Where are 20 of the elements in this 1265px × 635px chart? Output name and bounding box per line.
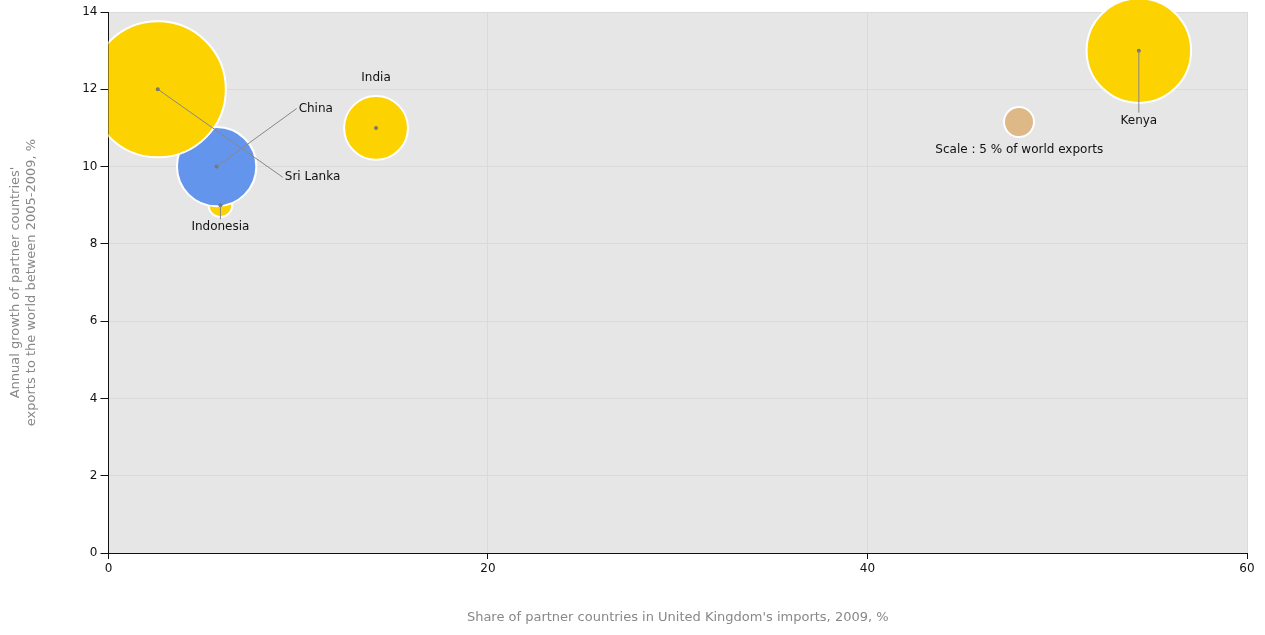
x-tick-label: 20: [480, 561, 496, 576]
x-axis-title: Share of partner countries in United Kingdom's imports, 2009, %: [466, 608, 889, 624]
y-tick-label: 0: [89, 545, 98, 560]
y-tick-label: 14: [82, 4, 98, 19]
y-tick-label: 12: [82, 81, 98, 96]
y-tick-label: 2: [89, 467, 98, 482]
series-label: Indonesia: [191, 219, 250, 234]
text: Sri Lanka: [284, 169, 341, 184]
y-tick-label: 4: [89, 390, 98, 405]
x-tick-label: 40: [859, 561, 876, 576]
x-tick-label: 60: [1239, 561, 1255, 576]
series-label: Kenya: [1120, 112, 1158, 127]
annotation: Scale : 5 % of world exports: [935, 141, 1104, 156]
y-axis-title: Annual growth of partner countries' exports to the world between 2005-2009, %: [7, 138, 38, 427]
y-tick-label: 8: [89, 235, 98, 250]
y-tick-label: 6: [89, 313, 98, 328]
y-tick-label: 10: [82, 158, 98, 173]
text: China: [298, 100, 333, 115]
x-tick-label: 0: [104, 561, 113, 576]
series-label: India: [361, 70, 391, 85]
